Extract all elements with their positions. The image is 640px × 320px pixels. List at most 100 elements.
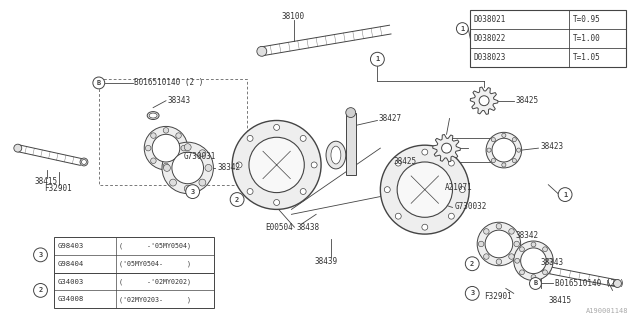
Circle shape [274,124,280,130]
Circle shape [539,266,544,271]
Text: 38415: 38415 [548,296,572,305]
Text: 38343: 38343 [168,96,191,105]
Text: 3: 3 [38,252,43,258]
Polygon shape [346,113,356,175]
Circle shape [80,158,88,166]
Circle shape [509,228,515,234]
Circle shape [456,23,468,35]
Text: G34008: G34008 [58,296,84,302]
Circle shape [502,133,506,137]
Circle shape [520,270,524,275]
Text: T=1.05: T=1.05 [573,53,601,62]
Circle shape [515,258,520,263]
Circle shape [162,142,213,194]
Circle shape [396,160,401,166]
Circle shape [311,162,317,168]
Circle shape [145,145,151,151]
Circle shape [496,259,502,265]
Circle shape [531,242,536,247]
Circle shape [512,138,516,142]
Circle shape [516,148,521,152]
Text: D038022: D038022 [473,34,506,43]
Circle shape [176,158,181,164]
Circle shape [257,46,267,56]
Circle shape [492,138,495,142]
Circle shape [300,188,306,195]
Circle shape [300,135,306,141]
Text: 3: 3 [470,290,474,296]
Circle shape [371,52,384,66]
Text: B016510140 (2 ): B016510140 (2 ) [134,78,204,87]
Circle shape [514,241,553,281]
Circle shape [529,277,541,289]
Circle shape [484,228,489,234]
Circle shape [520,247,524,252]
Text: 38100: 38100 [282,12,305,21]
Circle shape [152,134,180,162]
Circle shape [489,237,509,257]
Text: 2: 2 [38,287,43,293]
Circle shape [186,185,200,198]
Text: F32901: F32901 [44,184,72,193]
Circle shape [247,135,253,141]
Circle shape [492,158,495,163]
Circle shape [184,144,191,151]
Circle shape [144,126,188,170]
Text: T=1.00: T=1.00 [573,34,601,43]
Text: (      -'02MY0202): ( -'02MY0202) [118,278,191,285]
Text: B016510140 (2 ): B016510140 (2 ) [556,279,625,288]
Circle shape [172,152,204,184]
Circle shape [33,284,47,297]
Circle shape [422,224,428,230]
Circle shape [232,121,321,209]
Text: T=0.95: T=0.95 [573,15,601,24]
Circle shape [509,254,515,259]
Circle shape [346,108,356,117]
Circle shape [492,138,516,162]
Circle shape [543,247,547,252]
Bar [54,273,214,308]
Circle shape [487,148,491,152]
Text: 1: 1 [563,192,567,197]
Polygon shape [470,87,498,114]
Circle shape [230,193,244,206]
Circle shape [465,286,479,300]
Circle shape [486,132,522,168]
Text: 38342: 38342 [218,164,241,172]
Text: 1: 1 [375,56,380,62]
Text: D038021: D038021 [473,15,506,24]
Text: 2: 2 [470,261,474,267]
Circle shape [543,270,547,275]
Text: 38423: 38423 [540,142,564,151]
Ellipse shape [331,146,341,164]
Ellipse shape [326,141,346,169]
Circle shape [163,163,169,169]
Text: 38438: 38438 [296,223,319,232]
Circle shape [465,257,479,271]
Circle shape [163,164,170,172]
Text: G98404: G98404 [58,261,84,267]
Text: G730031: G730031 [184,152,216,161]
Circle shape [479,96,489,106]
Ellipse shape [525,252,538,262]
Bar [54,237,214,273]
Circle shape [531,275,536,279]
Circle shape [558,188,572,202]
Circle shape [397,162,452,217]
Circle shape [199,179,206,186]
Circle shape [170,179,177,186]
Text: A190001148: A190001148 [586,308,628,314]
Bar [470,10,627,67]
Circle shape [496,223,502,229]
Circle shape [150,133,156,138]
Text: 1: 1 [460,26,465,32]
Circle shape [14,144,22,152]
Circle shape [477,222,521,266]
Circle shape [163,128,169,133]
Polygon shape [433,134,460,162]
Text: ('02MY0203-      ): ('02MY0203- ) [118,296,191,302]
Circle shape [538,265,545,273]
Text: D038023: D038023 [473,53,506,62]
Text: G730032: G730032 [454,202,487,211]
Circle shape [614,280,621,287]
